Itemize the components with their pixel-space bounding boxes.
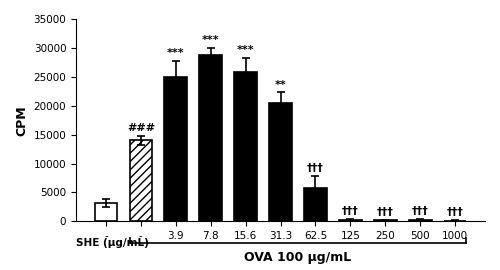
- Text: †††: †††: [446, 207, 464, 217]
- Text: ***: ***: [167, 48, 184, 58]
- Bar: [164, 77, 187, 221]
- Bar: [409, 220, 432, 221]
- Text: †††: †††: [412, 206, 428, 216]
- Bar: [130, 140, 152, 221]
- Text: †††: †††: [377, 207, 394, 217]
- Text: ***: ***: [202, 35, 220, 45]
- Y-axis label: CPM: CPM: [15, 105, 28, 136]
- Text: SHE (μg/mL): SHE (μg/mL): [76, 238, 149, 248]
- Bar: [94, 203, 118, 221]
- Bar: [374, 220, 396, 221]
- Text: **: **: [274, 80, 286, 90]
- Text: OVA 100 μg/mL: OVA 100 μg/mL: [244, 251, 352, 264]
- Bar: [269, 103, 292, 221]
- Bar: [234, 72, 257, 221]
- Text: †††: †††: [307, 163, 324, 173]
- Bar: [200, 55, 222, 221]
- Bar: [304, 188, 327, 221]
- Bar: [339, 220, 361, 221]
- Text: †††: †††: [342, 206, 359, 216]
- Text: ***: ***: [237, 45, 254, 55]
- Text: ###: ###: [127, 123, 155, 133]
